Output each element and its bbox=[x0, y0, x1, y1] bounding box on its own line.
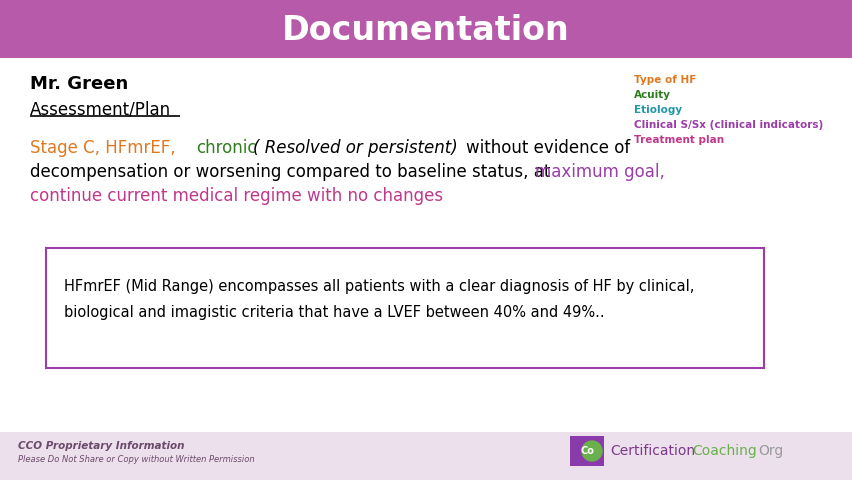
Text: CCO Proprietary Information: CCO Proprietary Information bbox=[18, 441, 185, 451]
Text: Assessment/Plan: Assessment/Plan bbox=[30, 101, 171, 119]
Text: continue current medical regime with no changes: continue current medical regime with no … bbox=[30, 187, 443, 205]
Text: decompensation or worsening compared to baseline status, at: decompensation or worsening compared to … bbox=[30, 163, 550, 181]
Text: Co: Co bbox=[580, 446, 594, 456]
Text: Stage C, HFmrEF,: Stage C, HFmrEF, bbox=[30, 139, 176, 157]
Text: Clinical S/Sx (clinical indicators): Clinical S/Sx (clinical indicators) bbox=[634, 120, 823, 130]
FancyBboxPatch shape bbox=[46, 248, 764, 368]
Circle shape bbox=[582, 441, 602, 461]
Text: Please Do Not Share or Copy without Written Permission: Please Do Not Share or Copy without Writ… bbox=[18, 456, 255, 465]
FancyBboxPatch shape bbox=[0, 432, 852, 480]
Text: Acuity: Acuity bbox=[634, 90, 671, 100]
Text: Mr. Green: Mr. Green bbox=[30, 75, 129, 93]
Text: ( Resolved or persistent): ( Resolved or persistent) bbox=[253, 139, 458, 157]
Text: without evidence of: without evidence of bbox=[466, 139, 630, 157]
FancyBboxPatch shape bbox=[0, 0, 852, 58]
Text: Documentation: Documentation bbox=[282, 13, 570, 47]
Text: chronic: chronic bbox=[196, 139, 256, 157]
Text: Type of HF: Type of HF bbox=[634, 75, 696, 85]
Text: biological and imagistic criteria that have a LVEF between 40% and 49%..: biological and imagistic criteria that h… bbox=[64, 305, 605, 321]
Text: Certification: Certification bbox=[610, 444, 695, 458]
Text: Org: Org bbox=[758, 444, 783, 458]
FancyBboxPatch shape bbox=[570, 436, 604, 466]
Text: maximum goal,: maximum goal, bbox=[535, 163, 665, 181]
Text: Treatment plan: Treatment plan bbox=[634, 135, 724, 145]
Text: HFmrEF (Mid Range) encompasses all patients with a clear diagnosis of HF by clin: HFmrEF (Mid Range) encompasses all patie… bbox=[64, 278, 694, 293]
Text: Coaching: Coaching bbox=[692, 444, 757, 458]
Text: Etiology: Etiology bbox=[634, 105, 682, 115]
